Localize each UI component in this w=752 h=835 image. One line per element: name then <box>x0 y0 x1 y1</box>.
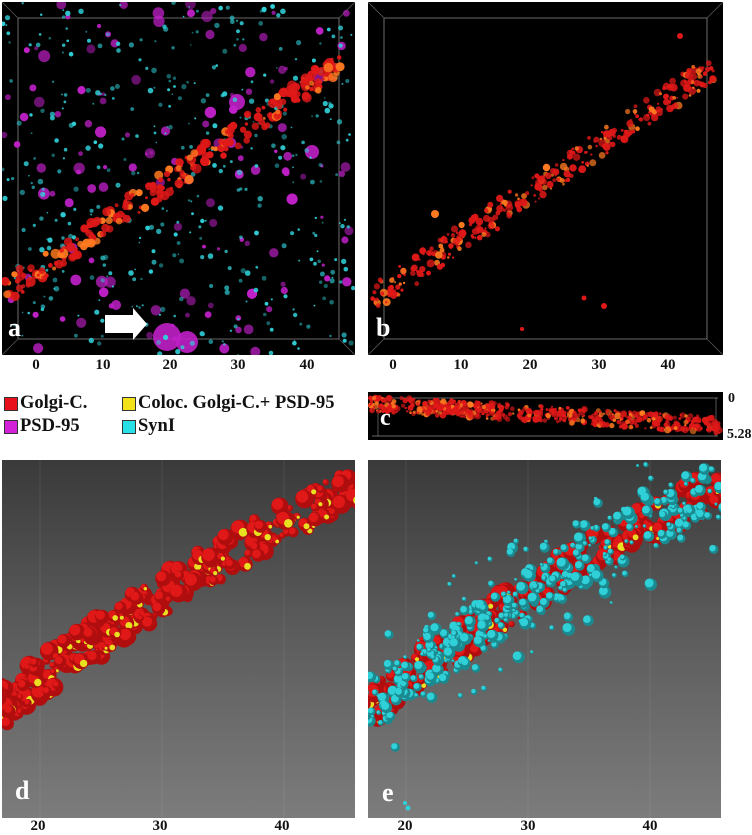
legend-swatch-yellow <box>122 397 136 411</box>
panel-letter-c: c <box>380 406 391 430</box>
panel-b-golgi-only: b <box>368 2 723 355</box>
legend-item-psd95: PSD-95 <box>4 416 80 437</box>
tick-b-10: 10 <box>454 357 469 374</box>
tick-b-40: 40 <box>661 357 676 374</box>
panel-letter-a: a <box>8 315 21 341</box>
legend-item-syni: SynI <box>122 416 175 437</box>
legend-label: Coloc. Golgi-C.+ PSD-95 <box>138 393 335 414</box>
panel-e-image <box>368 460 721 818</box>
legend-label: PSD-95 <box>20 416 80 437</box>
legend-swatch-cyan <box>122 420 136 434</box>
legend-label: SynI <box>138 416 175 437</box>
panel-c-side-view: c <box>368 392 723 440</box>
tick-a-20: 20 <box>163 357 178 374</box>
tick-e-20: 20 <box>398 818 413 835</box>
legend-swatch-red <box>4 397 18 411</box>
arrow-icon <box>2 2 355 355</box>
tick-b-30: 30 <box>592 357 607 374</box>
tick-a-0: 0 <box>32 357 40 374</box>
legend: Golgi-C. Coloc. Golgi-C.+ PSD-95 PSD-95 … <box>4 393 360 443</box>
tick-e-40: 40 <box>643 818 658 835</box>
panel-c-image <box>368 392 723 440</box>
panel-a-confocal-merge: a <box>2 2 355 355</box>
tick-a-10: 10 <box>96 357 111 374</box>
z-label-top: 0 <box>728 391 735 407</box>
legend-item-coloc: Coloc. Golgi-C.+ PSD-95 <box>122 393 335 414</box>
z-label-bottom: 5.28 <box>727 427 752 443</box>
legend-swatch-magenta <box>4 420 18 434</box>
panel-letter-d: d <box>15 778 29 804</box>
panel-letter-b: b <box>376 315 390 341</box>
tick-d-40: 40 <box>275 818 290 835</box>
tick-e-30: 30 <box>521 818 536 835</box>
tick-d-30: 30 <box>153 818 168 835</box>
panel-d-image <box>2 460 355 818</box>
panel-e-3d-render: e <box>368 460 721 818</box>
panel-letter-e: e <box>382 780 394 806</box>
tick-b-20: 20 <box>523 357 538 374</box>
panel-d-3d-render: d <box>2 460 355 818</box>
tick-a-30: 30 <box>231 357 246 374</box>
panel-b-image <box>368 2 723 355</box>
tick-a-40: 40 <box>300 357 315 374</box>
legend-label: Golgi-C. <box>20 393 87 414</box>
tick-d-20: 20 <box>31 818 46 835</box>
tick-b-0: 0 <box>389 357 397 374</box>
legend-item-golgi: Golgi-C. <box>4 393 87 414</box>
